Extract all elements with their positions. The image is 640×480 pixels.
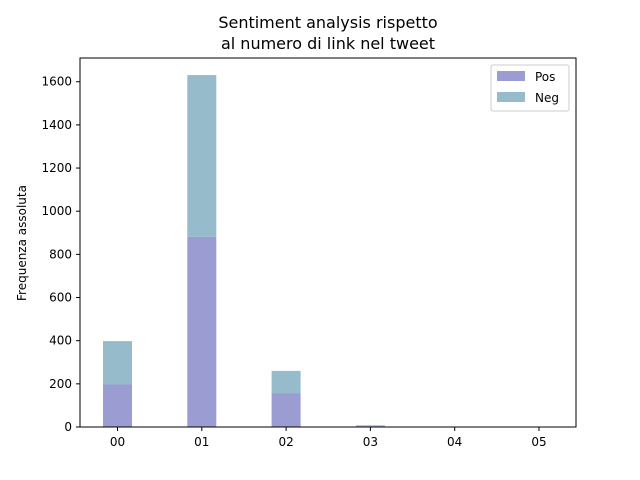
chart-title-line-2: al numero di link nel tweet [221,34,435,53]
y-tick-label: 800 [49,247,72,261]
x-tick-label: 04 [447,435,462,449]
plot-frame [79,57,577,428]
x-tick-label: 03 [363,435,378,449]
bar-neg-02 [271,370,301,394]
bars-group [103,75,385,427]
y-tick-label: 400 [49,334,72,348]
bar-pos-00 [103,384,132,427]
legend-swatch-neg [497,92,525,102]
y-tick-label: 1400 [41,118,72,132]
y-axis-ticks: 0 200 400 600 800 1000 1200 1400 1600 [41,75,80,434]
x-axis-ticks: 00 01 02 03 04 05 [110,427,547,449]
bar-neg-00 [103,341,132,385]
bar-pos-02 [271,393,301,427]
y-tick-label: 1600 [41,75,72,89]
y-tick-label: 1000 [41,204,72,218]
x-tick-label: 01 [194,435,209,449]
y-tick-label: 200 [49,377,72,391]
bar-pos-01 [187,236,217,427]
y-tick-label: 600 [49,291,72,305]
chart-title-line-1: Sentiment analysis rispetto [218,13,437,32]
x-tick-label: 00 [110,435,125,449]
legend-swatch-pos [497,71,525,81]
legend: Pos Neg [490,64,570,112]
y-tick-label: 1200 [41,161,72,175]
x-tick-label: 02 [278,435,293,449]
bar-neg-03 [355,425,385,427]
bar-neg-01 [187,75,217,237]
y-axis-label: Frequenza assoluta [15,185,29,301]
x-tick-label: 05 [531,435,546,449]
legend-label-pos: Pos [535,70,555,84]
legend-label-neg: Neg [535,91,559,105]
y-tick-label: 0 [64,420,72,434]
